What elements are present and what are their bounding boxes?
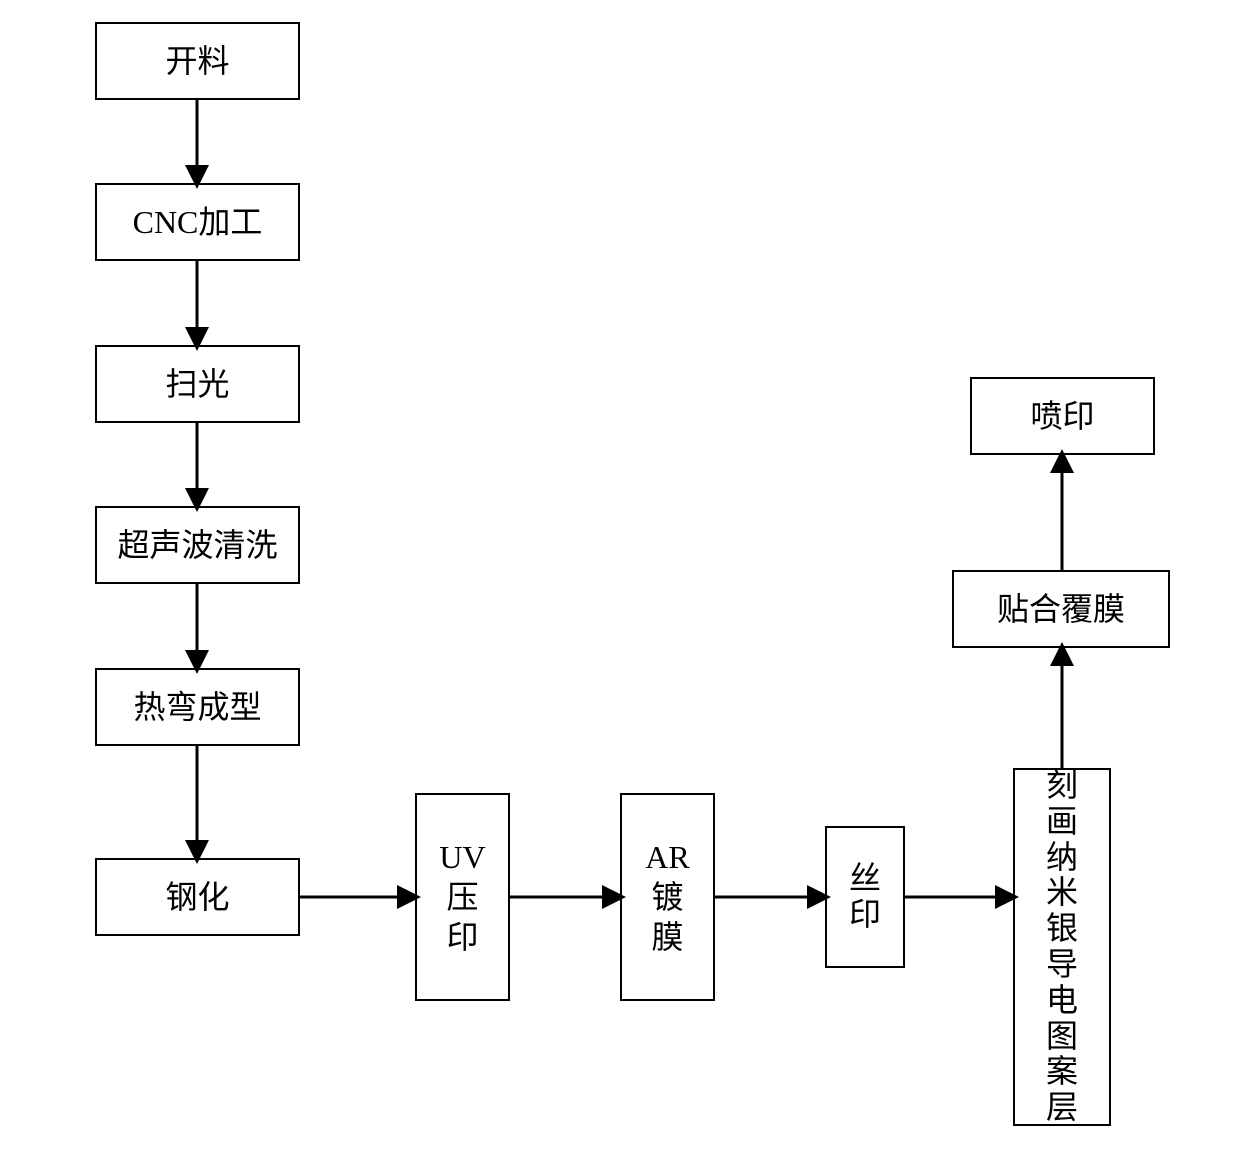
node-label: 钢化 — [165, 879, 229, 916]
node-uv: UV压印 — [415, 793, 510, 1001]
node-kailiao: 开料 — [95, 22, 300, 100]
node-chaoshengbo: 超声波清洗 — [95, 506, 300, 584]
node-label: 刻画纳米银导电图案层 — [1046, 768, 1078, 1126]
node-label: 扫光 — [165, 366, 229, 403]
node-label: CNC加工 — [133, 204, 263, 241]
node-penyin: 喷印 — [970, 377, 1155, 455]
node-rewan: 热弯成型 — [95, 668, 300, 746]
node-label: 热弯成型 — [133, 689, 261, 726]
node-siyin: 丝印 — [825, 826, 905, 968]
node-label: 贴合覆膜 — [997, 591, 1125, 628]
node-label: 丝印 — [849, 861, 881, 933]
node-kehua: 刻画纳米银导电图案层 — [1013, 768, 1111, 1126]
node-tiehe: 贴合覆膜 — [952, 570, 1170, 648]
node-ganghua: 钢化 — [95, 858, 300, 936]
node-label: UV压印 — [439, 837, 485, 957]
node-ar: AR镀膜 — [620, 793, 715, 1001]
node-label: AR镀膜 — [645, 837, 689, 957]
node-saoguang: 扫光 — [95, 345, 300, 423]
node-cnc: CNC加工 — [95, 183, 300, 261]
node-label: 开料 — [165, 43, 229, 80]
node-label: 超声波清洗 — [117, 527, 277, 564]
node-label: 喷印 — [1030, 398, 1094, 435]
